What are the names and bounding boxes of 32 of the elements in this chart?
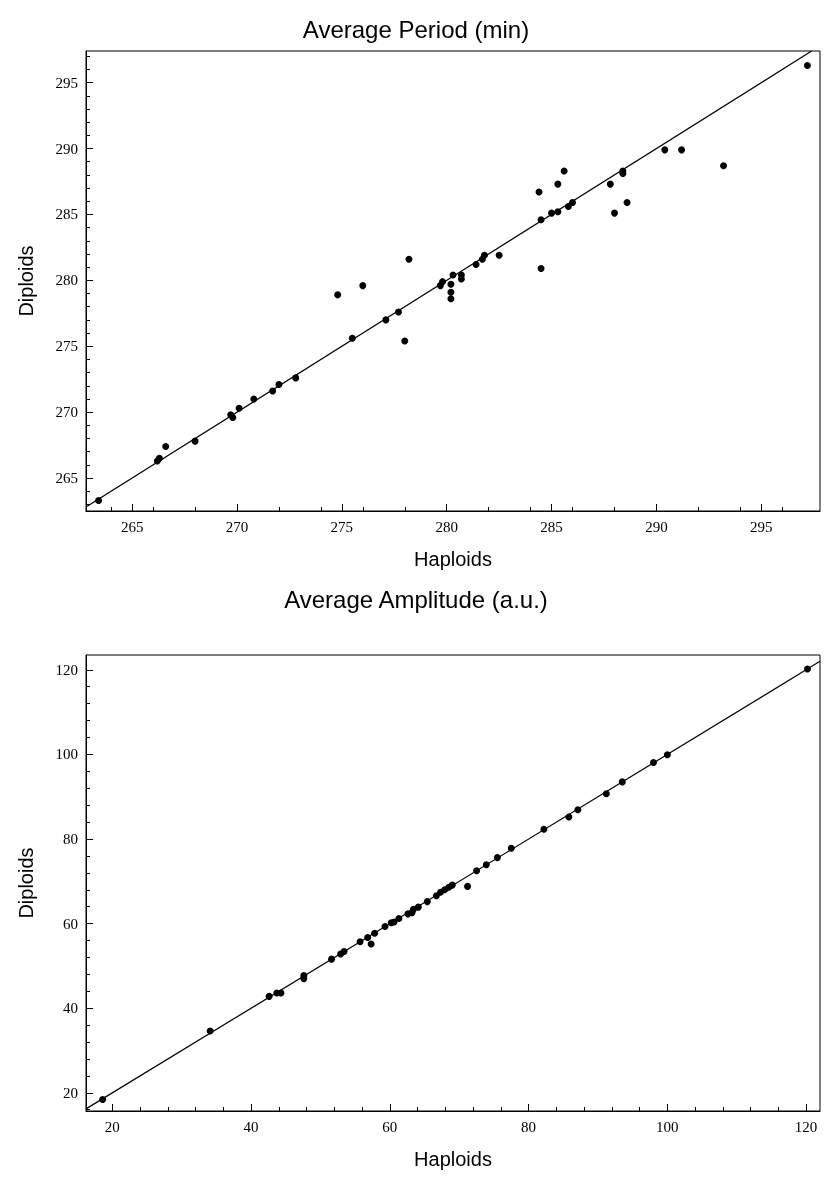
- y-tick-label: 280: [55, 272, 78, 289]
- x-tick-label: 285: [540, 518, 563, 535]
- y-tick-label: 120: [55, 661, 78, 678]
- x-tick-label: 100: [656, 1118, 679, 1135]
- chart-title: Average Amplitude (a.u.): [284, 585, 548, 613]
- x-tick-label: 270: [225, 518, 249, 535]
- x-tick-label: 120: [794, 1118, 818, 1135]
- y-tick-label: 40: [63, 1000, 78, 1017]
- y-tick-label: 265: [55, 470, 78, 487]
- y-axis-title: Diploids: [15, 847, 37, 919]
- x-tick-label: 275: [330, 518, 354, 535]
- x-tick-label: 20: [104, 1118, 120, 1135]
- y-axis-title: Diploids: [15, 245, 37, 317]
- y-tick-label: 295: [55, 74, 78, 91]
- y-tick-label: 60: [63, 915, 78, 932]
- y-tick-label: 285: [55, 206, 78, 223]
- x-tick-label: 80: [521, 1118, 537, 1135]
- chart-title: Average Period (min): [302, 15, 530, 43]
- x-axis-title: Haploids: [414, 1148, 492, 1170]
- x-tick-label: 280: [435, 518, 458, 535]
- y-tick-label: 275: [55, 338, 78, 355]
- y-tick-label: 20: [63, 1084, 78, 1101]
- x-tick-label: 40: [243, 1118, 259, 1135]
- y-tick-label: 100: [55, 746, 78, 763]
- x-tick-label: 265: [120, 518, 144, 535]
- y-tick-label: 270: [55, 404, 78, 421]
- x-tick-label: 295: [750, 518, 773, 535]
- x-tick-label: 60: [382, 1118, 398, 1135]
- x-tick-label: 290: [645, 518, 668, 535]
- y-tick-label: 290: [55, 140, 78, 157]
- x-axis-title: Haploids: [414, 548, 492, 570]
- y-tick-label: 80: [63, 831, 78, 848]
